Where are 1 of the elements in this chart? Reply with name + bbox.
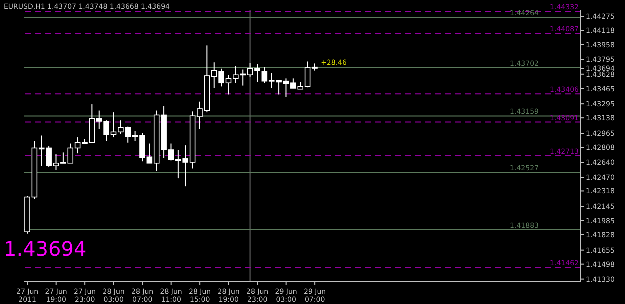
annotation: 1.43694	[4, 237, 87, 261]
